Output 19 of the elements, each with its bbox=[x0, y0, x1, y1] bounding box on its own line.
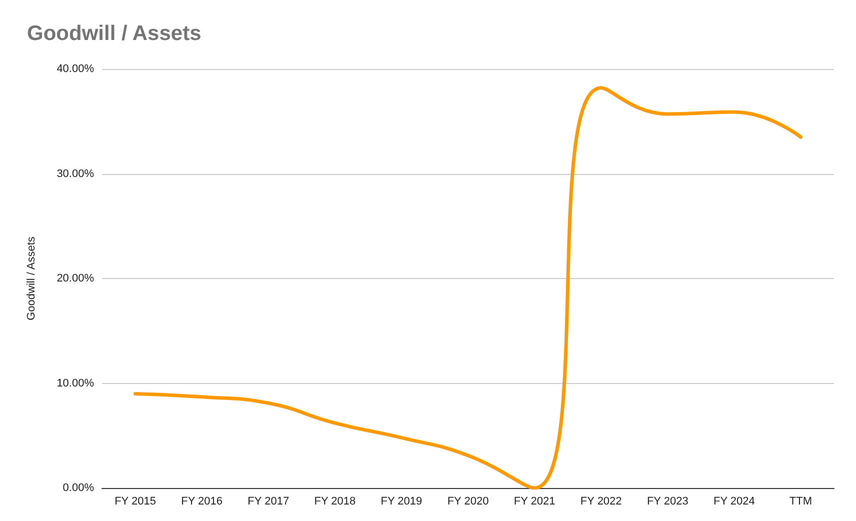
x-tick-label: FY 2021 bbox=[514, 496, 556, 508]
x-tick-label: FY 2018 bbox=[314, 496, 356, 508]
x-tick-label: FY 2015 bbox=[114, 496, 156, 508]
chart-title: Goodwill / Assets bbox=[27, 22, 202, 45]
y-tick-label: 30.00% bbox=[56, 168, 94, 180]
x-tick-label: FY 2020 bbox=[447, 496, 489, 508]
y-tick-label: 10.00% bbox=[56, 377, 94, 390]
x-tick-label: FY 2024 bbox=[713, 496, 755, 508]
y-tick-label: 40.00% bbox=[56, 63, 94, 75]
x-tick-label: FY 2022 bbox=[580, 496, 622, 508]
x-tick-label: FY 2016 bbox=[181, 496, 223, 508]
x-tick-label: TTM bbox=[789, 496, 812, 508]
x-tick-label: FY 2019 bbox=[380, 496, 422, 508]
x-tick-label: FY 2023 bbox=[646, 496, 688, 508]
y-tick-label: 0.00% bbox=[62, 482, 94, 494]
line-series bbox=[134, 86, 802, 490]
y-axis-title: Goodwill / Assets bbox=[26, 236, 38, 320]
x-tick-label: FY 2017 bbox=[248, 496, 290, 508]
y-tick-label: 20.00% bbox=[56, 272, 94, 284]
